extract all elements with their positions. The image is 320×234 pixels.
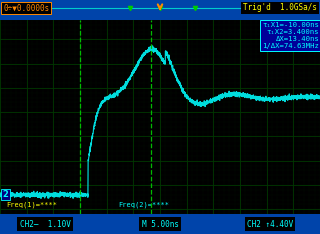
Text: CH2—  1.10V: CH2— 1.10V [20,219,70,229]
Text: Freq(1)=****: Freq(1)=**** [6,202,57,208]
Text: Trig'd  1.0GSa/s: Trig'd 1.0GSa/s [243,4,317,12]
Text: 2: 2 [3,190,9,199]
Text: τ₁X1=-10.00ns
τ₁X2=3.400ns
ΔX=13.40ns
1/ΔX=74.63MHz: τ₁X1=-10.00ns τ₁X2=3.400ns ΔX=13.40ns 1/… [262,22,319,49]
Text: 0÷▼0.0000s: 0÷▼0.0000s [3,4,49,12]
Text: M 5.00ns: M 5.00ns [141,219,179,229]
Text: Freq(2)=****: Freq(2)=**** [118,202,169,208]
Text: CH2 ↑4.40V: CH2 ↑4.40V [247,219,293,229]
